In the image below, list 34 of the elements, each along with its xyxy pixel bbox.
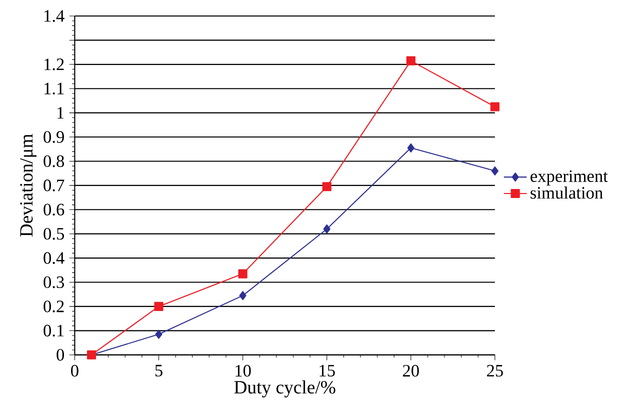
x-axis-title: Duty cycle/% (234, 380, 336, 398)
x-tick-label: 25 (487, 364, 503, 376)
x-tick-label: 10 (236, 364, 251, 376)
y-tick-label: 0.5 (44, 228, 64, 240)
point (406, 56, 416, 66)
y-tick-label: 1 (58, 106, 64, 118)
point (322, 182, 332, 192)
x-tick-label: 5 (155, 364, 162, 376)
point (155, 330, 162, 339)
point (490, 102, 500, 112)
point (323, 224, 330, 234)
point (239, 290, 246, 300)
legend-label: experiment (530, 170, 608, 186)
y-tick-label: 0.4 (44, 252, 64, 264)
y-axis-title: Deviation/μm (20, 134, 36, 236)
x-tick-label: 0 (71, 364, 78, 376)
y-tick-label: 1.4 (44, 10, 64, 22)
y-tick-label: 0.8 (44, 155, 64, 168)
y-tick-label: 0.2 (44, 300, 64, 312)
y-tick-label: 0.7 (44, 179, 64, 192)
x-tick-label: 15 (320, 364, 335, 376)
point (154, 302, 164, 311)
y-tick-label: 1.1 (44, 82, 64, 94)
x-tick-label: 20 (402, 364, 419, 376)
y-tick-label: 0.9 (44, 131, 64, 143)
point (491, 166, 498, 176)
point (407, 143, 414, 152)
legend-label: simulation (530, 186, 603, 199)
point (238, 269, 248, 278)
y-tick-label: 0.1 (44, 324, 64, 336)
y-tick-label: 1.2 (44, 58, 64, 70)
y-tick-label: 0.3 (44, 276, 64, 288)
y-tick-label: 0 (56, 348, 64, 361)
y-tick-label: 0.6 (44, 204, 64, 216)
